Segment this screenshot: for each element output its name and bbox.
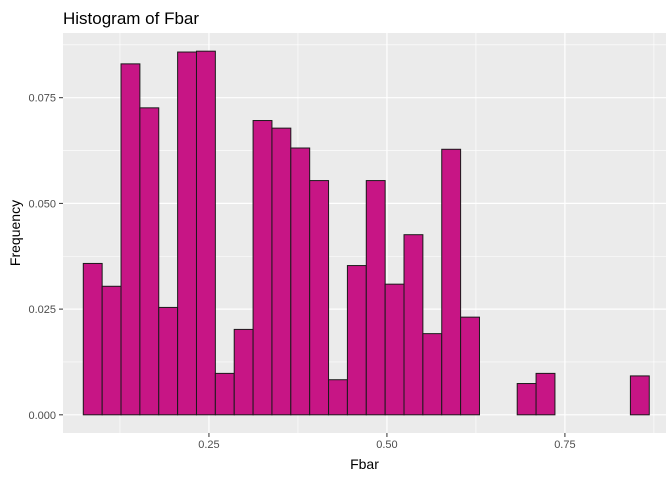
histogram-bar (403, 234, 424, 416)
histogram-bar (252, 120, 273, 416)
chart-title: Histogram of Fbar (63, 9, 199, 28)
histogram-bar (384, 283, 405, 416)
x-axis: 0.25 0.50 0.75 (198, 433, 576, 451)
histogram-bar (233, 328, 254, 416)
y-tick-label: 0.050 (28, 198, 56, 210)
y-axis: 0.000 0.025 0.050 0.075 (28, 93, 63, 422)
histogram-bar (271, 127, 292, 416)
x-tick-label: 0.50 (376, 439, 397, 451)
histogram-bar (290, 147, 311, 416)
histogram-bar (309, 180, 330, 416)
histogram-bar (422, 333, 443, 416)
histogram-bar (629, 375, 650, 416)
histogram-bar (82, 262, 103, 416)
histogram-bar (177, 51, 197, 416)
histogram-bar (535, 372, 556, 416)
histogram-bar (139, 107, 160, 416)
histogram-bar (328, 379, 348, 416)
x-tick-label: 0.25 (198, 439, 219, 451)
histogram-bar (441, 148, 462, 416)
x-axis-title: Fbar (350, 456, 379, 472)
histogram-bar (195, 50, 216, 416)
x-tick-label: 0.75 (554, 439, 575, 451)
y-tick-label: 0.075 (28, 93, 56, 105)
histogram-bar (101, 285, 122, 416)
histogram-bar (120, 63, 141, 416)
histogram-bar (516, 383, 537, 416)
histogram-bar (346, 265, 367, 416)
y-tick-label: 0.000 (28, 410, 56, 422)
bars (82, 50, 650, 416)
y-axis-title: Frequency (7, 200, 23, 266)
histogram-bar (158, 306, 179, 416)
y-tick-label: 0.025 (28, 304, 56, 316)
histogram-bar (365, 180, 386, 416)
histogram-bar (214, 372, 235, 416)
histogram-bar (460, 316, 480, 416)
